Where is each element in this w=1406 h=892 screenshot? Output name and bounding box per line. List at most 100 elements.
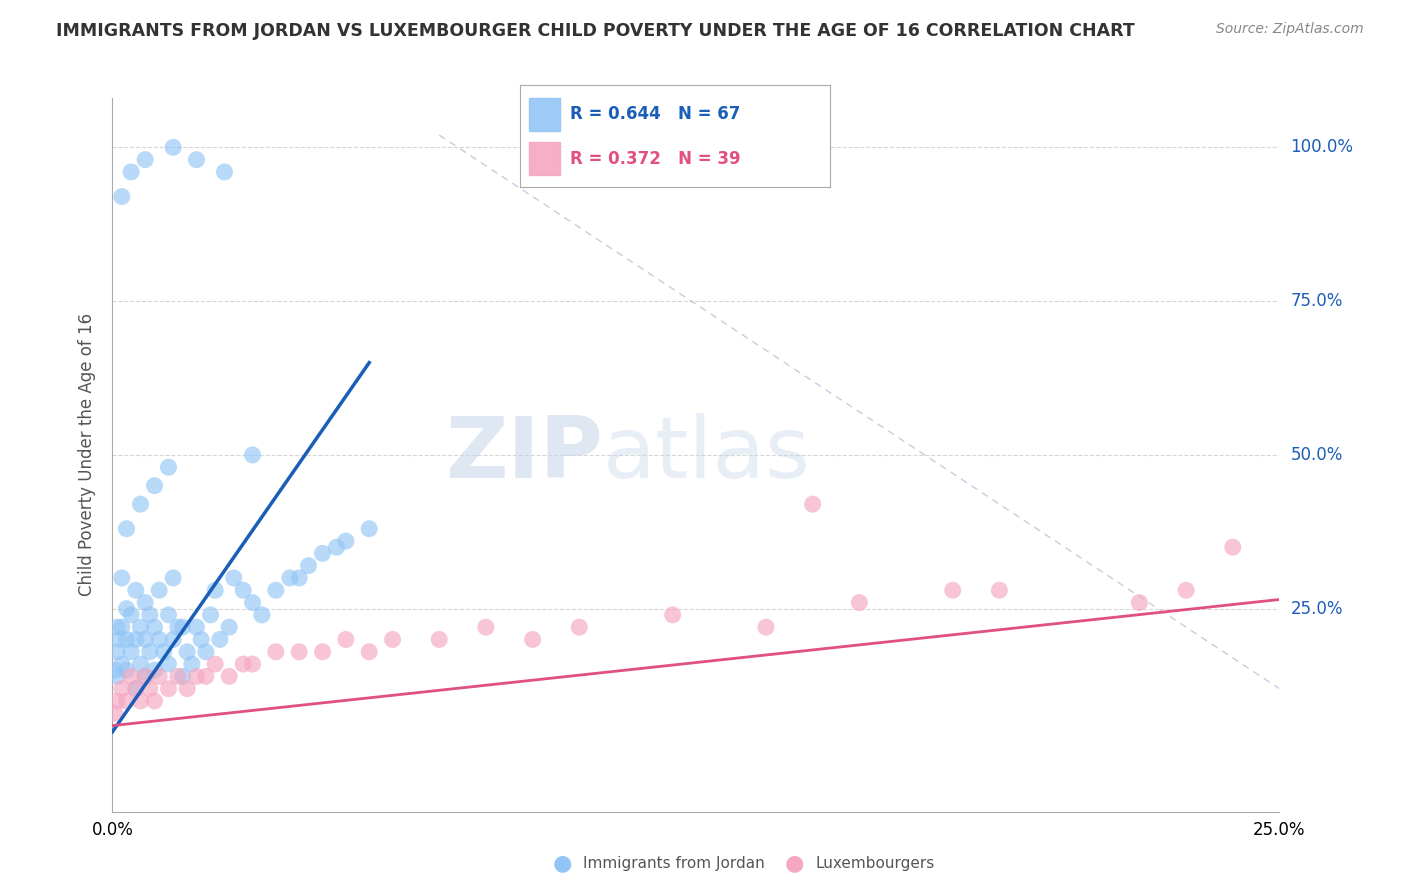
Point [111, 620, 134, 634]
Point [186, 620, 208, 634]
Point [125, 681, 148, 696]
Point [172, 669, 194, 683]
Point [125, 632, 148, 647]
Point [143, 694, 166, 708]
Point [288, 645, 311, 659]
Point [162, 140, 184, 154]
Point [311, 546, 333, 560]
Point [311, 645, 333, 659]
Point [129, 497, 152, 511]
Point [105, 620, 128, 634]
Point [172, 620, 194, 634]
Point [359, 645, 381, 659]
Point [214, 165, 236, 179]
Point [115, 663, 138, 677]
Point [143, 478, 166, 492]
Point [157, 657, 180, 671]
Point [148, 583, 170, 598]
Point [120, 165, 142, 179]
Text: 25.0%: 25.0% [1291, 599, 1343, 618]
Point [186, 669, 208, 683]
Point [108, 632, 131, 647]
Text: ●: ● [785, 854, 804, 873]
Text: 75.0%: 75.0% [1291, 292, 1343, 310]
Point [335, 632, 357, 647]
Point [176, 681, 198, 696]
Point [134, 669, 156, 683]
Point [104, 706, 127, 721]
Point [157, 460, 180, 475]
Text: Luxembourgers: Luxembourgers [815, 856, 935, 871]
Point [568, 620, 591, 634]
Point [297, 558, 319, 573]
Point [522, 632, 544, 647]
Point [143, 620, 166, 634]
Point [143, 663, 166, 677]
Point [801, 497, 824, 511]
Point [105, 669, 128, 683]
Point [120, 645, 142, 659]
Point [157, 681, 180, 696]
Text: 50.0%: 50.0% [1291, 446, 1343, 464]
Point [129, 620, 152, 634]
Point [134, 669, 156, 683]
Point [125, 681, 148, 696]
Text: R = 0.644   N = 67: R = 0.644 N = 67 [569, 105, 740, 123]
Point [153, 645, 176, 659]
Point [381, 632, 404, 647]
Point [180, 657, 202, 671]
Point [148, 669, 170, 683]
Point [111, 657, 134, 671]
Point [115, 601, 138, 615]
Point [115, 522, 138, 536]
Point [222, 571, 245, 585]
Text: R = 0.372   N = 39: R = 0.372 N = 39 [569, 150, 741, 168]
Text: 100.0%: 100.0% [1291, 138, 1354, 156]
Point [218, 669, 240, 683]
Point [1175, 583, 1198, 598]
Point [1128, 596, 1150, 610]
Point [232, 657, 254, 671]
Point [162, 571, 184, 585]
Text: ZIP: ZIP [444, 413, 603, 497]
Point [125, 583, 148, 598]
Point [105, 694, 128, 708]
Point [139, 645, 162, 659]
Point [129, 657, 152, 671]
Point [134, 153, 156, 167]
Point [111, 189, 134, 203]
Point [162, 632, 184, 647]
Point [190, 632, 212, 647]
Point [115, 632, 138, 647]
Bar [530, 142, 561, 175]
Bar [530, 98, 561, 131]
Point [359, 522, 381, 536]
Point [111, 571, 134, 585]
Point [166, 669, 188, 683]
Point [942, 583, 965, 598]
Point [848, 596, 870, 610]
Point [242, 657, 264, 671]
Point [288, 571, 311, 585]
Point [111, 681, 134, 696]
Point [335, 534, 357, 549]
Point [115, 694, 138, 708]
Point [139, 681, 162, 696]
Point [250, 607, 273, 622]
Point [1222, 540, 1244, 554]
Point [186, 153, 208, 167]
Point [278, 571, 301, 585]
Point [325, 540, 347, 554]
Point [242, 596, 264, 610]
Text: atlas: atlas [603, 413, 811, 497]
Y-axis label: Child Poverty Under the Age of 16: Child Poverty Under the Age of 16 [77, 313, 96, 597]
Point [242, 448, 264, 462]
Point [134, 632, 156, 647]
Point [129, 694, 152, 708]
Point [120, 607, 142, 622]
Point [157, 607, 180, 622]
Point [194, 645, 217, 659]
Point [120, 669, 142, 683]
Point [661, 607, 683, 622]
Point [176, 645, 198, 659]
